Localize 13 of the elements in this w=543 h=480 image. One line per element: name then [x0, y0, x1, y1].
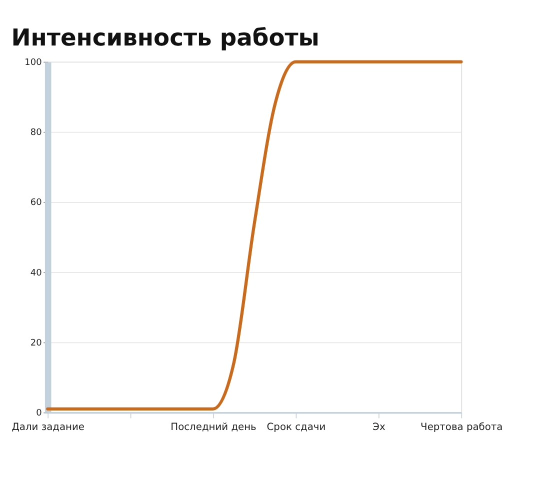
x-tick-label: Срок сдачи [266, 422, 326, 433]
x-tick-label: Дали задание [12, 422, 84, 433]
x-tick-label: Последний день [170, 422, 257, 433]
x-tick-label: Эх [372, 422, 386, 433]
y-tick-label: 0 [36, 408, 42, 419]
x-tick-label: Чертова работа [420, 422, 503, 433]
y-tick-label: 40 [30, 268, 42, 278]
y-tick-label: 60 [30, 198, 42, 208]
y-tick-label: 100 [24, 58, 42, 68]
chart-title: Интенсивность работы [11, 24, 320, 52]
y-tick-label: 80 [30, 128, 42, 138]
y-tick-label: 20 [30, 338, 42, 348]
line-series [46, 60, 463, 410]
